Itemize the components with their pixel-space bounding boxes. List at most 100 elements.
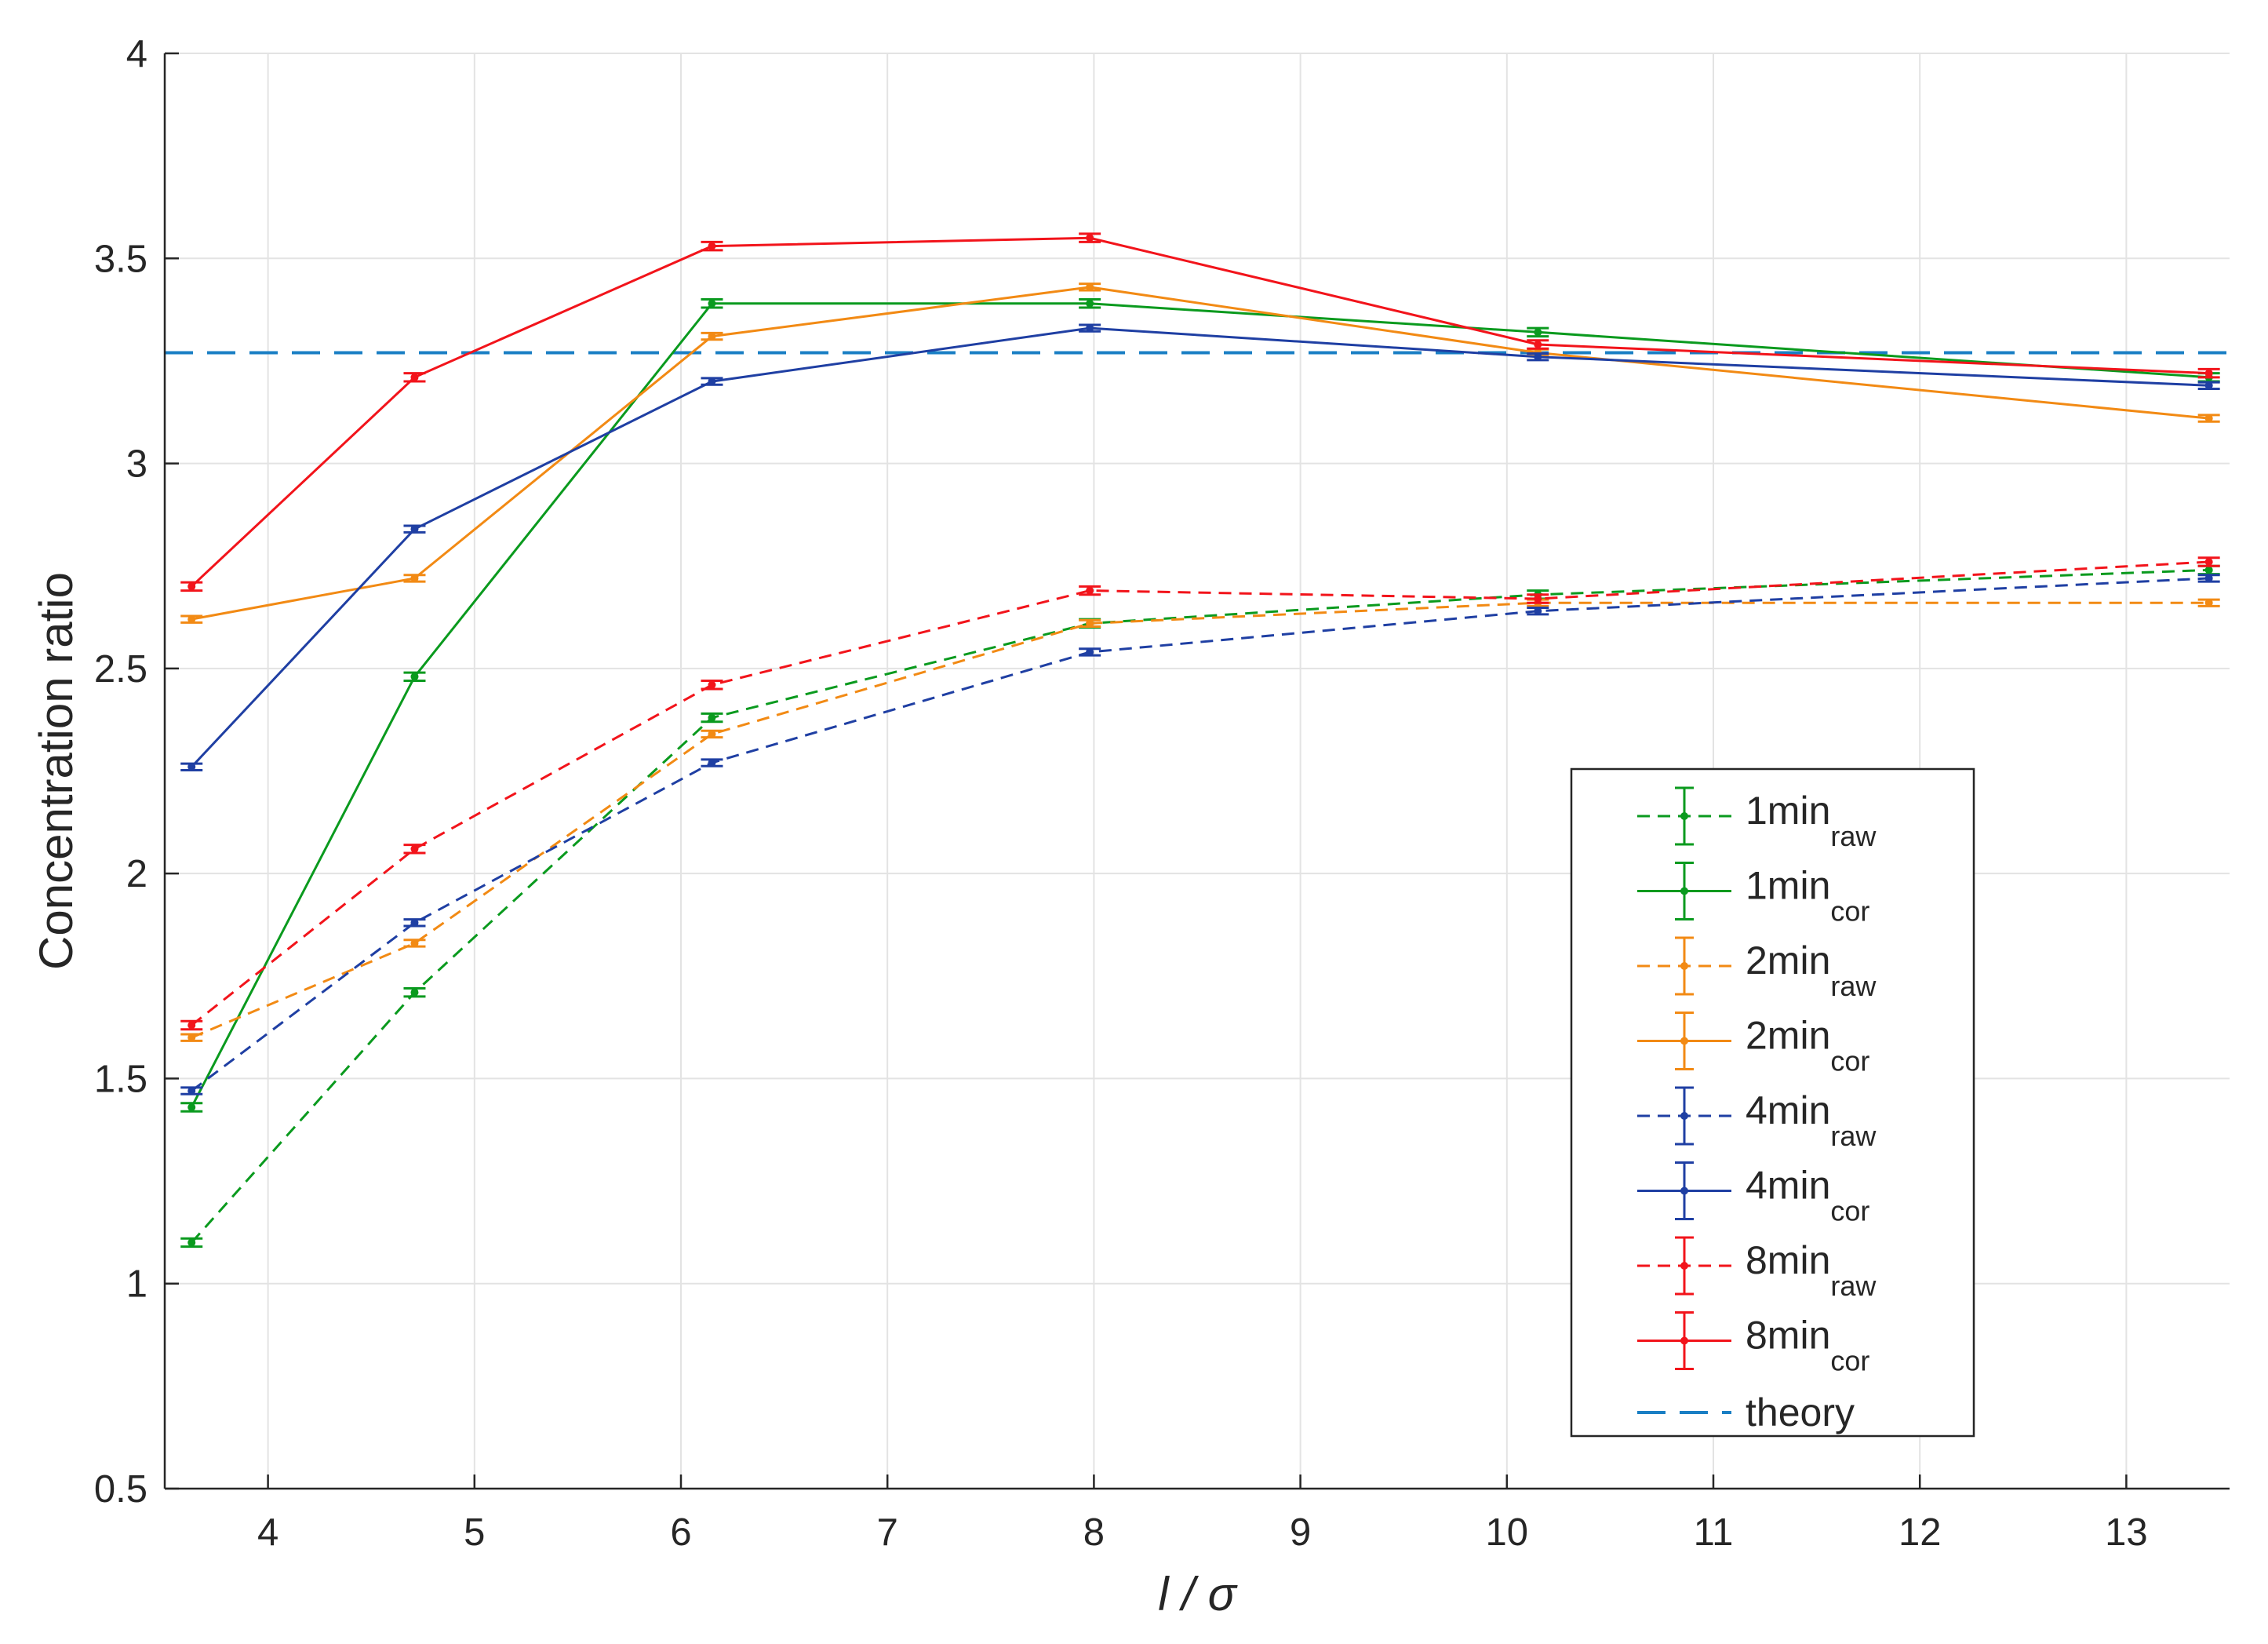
- x-tick-label: 10: [1486, 1511, 1529, 1554]
- series-group: [180, 232, 2220, 1248]
- data-point: [2204, 599, 2213, 607]
- legend-label-main: 2min: [1746, 939, 1830, 982]
- data-point: [1086, 324, 1094, 333]
- data-point: [2204, 369, 2213, 377]
- legend-label-main: 4min: [1746, 1164, 1830, 1208]
- legend-item-8min-cor: 8mincor: [1637, 1311, 1869, 1377]
- legend-marker: [1680, 1336, 1688, 1345]
- legend-box: [1570, 767, 1975, 1438]
- data-point: [1086, 299, 1094, 308]
- data-point: [187, 582, 196, 591]
- x-tick-label: 5: [464, 1511, 485, 1554]
- series-line: [191, 236, 2209, 588]
- data-point: [708, 730, 716, 738]
- x-tick-label: 4: [257, 1511, 278, 1554]
- y-tick-label: 1.5: [94, 1058, 147, 1100]
- series-4min-raw: [180, 574, 2220, 1095]
- series-8min-raw: [180, 556, 2220, 1031]
- legend-label-main: 1min: [1746, 864, 1830, 908]
- x-tick-label: 12: [1898, 1511, 1942, 1554]
- data-point: [708, 759, 716, 767]
- legend-marker: [1680, 962, 1688, 970]
- legend-marker: [1680, 1262, 1688, 1270]
- data-point: [410, 939, 419, 947]
- legend-label: 4minraw: [1746, 1088, 1877, 1152]
- data-point: [1086, 586, 1094, 595]
- series-line: [191, 601, 2209, 1039]
- y-tick-label: 4: [126, 33, 147, 75]
- data-point: [1086, 619, 1094, 628]
- legend-label-subscript: cor: [1830, 1345, 1869, 1377]
- y-tick-label: 0.5: [94, 1468, 147, 1511]
- data-point: [187, 615, 196, 624]
- legend-marker: [1680, 1112, 1688, 1120]
- data-point: [187, 1033, 196, 1042]
- legend-item-4min-cor: 4mincor: [1637, 1161, 1869, 1227]
- legend-label: 8minraw: [1746, 1238, 1877, 1302]
- x-axis-title: l / σ: [1158, 1568, 1238, 1620]
- y-tick-label: 3.5: [94, 238, 147, 280]
- series-line: [191, 326, 2209, 768]
- data-point: [2204, 574, 2213, 582]
- data-point: [410, 988, 419, 997]
- data-point: [708, 332, 716, 341]
- legend-label-subscript: raw: [1830, 1120, 1877, 1152]
- x-tick-label: 11: [1694, 1511, 1734, 1554]
- series-line: [190, 302, 2209, 1108]
- legend-item-theory: theory: [1637, 1391, 1855, 1434]
- data-point: [2204, 381, 2213, 390]
- legend-item-4min-raw: 4minraw: [1637, 1086, 1877, 1152]
- data-point: [2204, 557, 2213, 566]
- data-point: [1086, 647, 1094, 656]
- legend-marker: [1680, 887, 1688, 895]
- legend-item-1min-cor: 1mincor: [1637, 862, 1869, 928]
- legend-label-subscript: raw: [1830, 970, 1877, 1002]
- data-point: [708, 377, 716, 386]
- data-point: [1534, 341, 1542, 349]
- legend-marker: [1680, 812, 1688, 820]
- data-point: [1534, 607, 1542, 615]
- legend-label: 2mincor: [1746, 1014, 1869, 1077]
- data-point: [187, 1238, 196, 1247]
- data-point: [1086, 234, 1094, 242]
- x-tick-label: 7: [877, 1511, 898, 1554]
- data-point: [1086, 283, 1094, 291]
- legend-item-1min-raw: 1minraw: [1637, 786, 1877, 852]
- legend-label-main: 4min: [1746, 1088, 1830, 1132]
- series-line: [191, 577, 2209, 1092]
- data-point: [2204, 414, 2213, 423]
- y-axis-title: Concentration ratio: [30, 572, 82, 970]
- y-tick-label: 2: [126, 853, 147, 895]
- legend-label: 4mincor: [1746, 1164, 1869, 1227]
- legend-label-subscript: cor: [1830, 1195, 1869, 1227]
- x-tick-label: 6: [670, 1511, 691, 1554]
- legend-label-subscript: cor: [1830, 1045, 1869, 1077]
- data-point: [708, 680, 716, 689]
- series-4min-cor: [180, 323, 2220, 771]
- y-tick-label: 2.5: [94, 648, 147, 691]
- x-tick-label: 13: [2105, 1511, 2148, 1554]
- legend-label-subscript: raw: [1830, 1270, 1877, 1302]
- data-point: [2204, 566, 2213, 574]
- legend: 1minraw1mincor2minraw2mincor4minraw4minc…: [1570, 767, 1975, 1438]
- data-point: [1534, 352, 1542, 361]
- legend-item-2min-raw: 2minraw: [1637, 936, 1877, 1002]
- data-point: [410, 918, 419, 927]
- legend-label-main: 1min: [1746, 789, 1830, 833]
- y-tick-label: 3: [126, 443, 147, 486]
- x-tick-label: 9: [1290, 1511, 1311, 1554]
- series-line: [191, 560, 2209, 1026]
- legend-label: theory: [1746, 1391, 1855, 1434]
- data-point: [708, 299, 716, 308]
- data-point: [1534, 595, 1542, 603]
- series-line: [191, 286, 2209, 621]
- series-8min-cor: [180, 232, 2220, 592]
- legend-item-2min-cor: 2mincor: [1637, 1012, 1869, 1077]
- data-point: [1534, 328, 1542, 337]
- legend-label-main: 2min: [1746, 1014, 1830, 1058]
- data-point: [410, 373, 419, 381]
- legend-label: 2minraw: [1746, 939, 1877, 1002]
- y-tick-label: 1: [126, 1263, 147, 1306]
- series-1min-cor: [180, 298, 2220, 1113]
